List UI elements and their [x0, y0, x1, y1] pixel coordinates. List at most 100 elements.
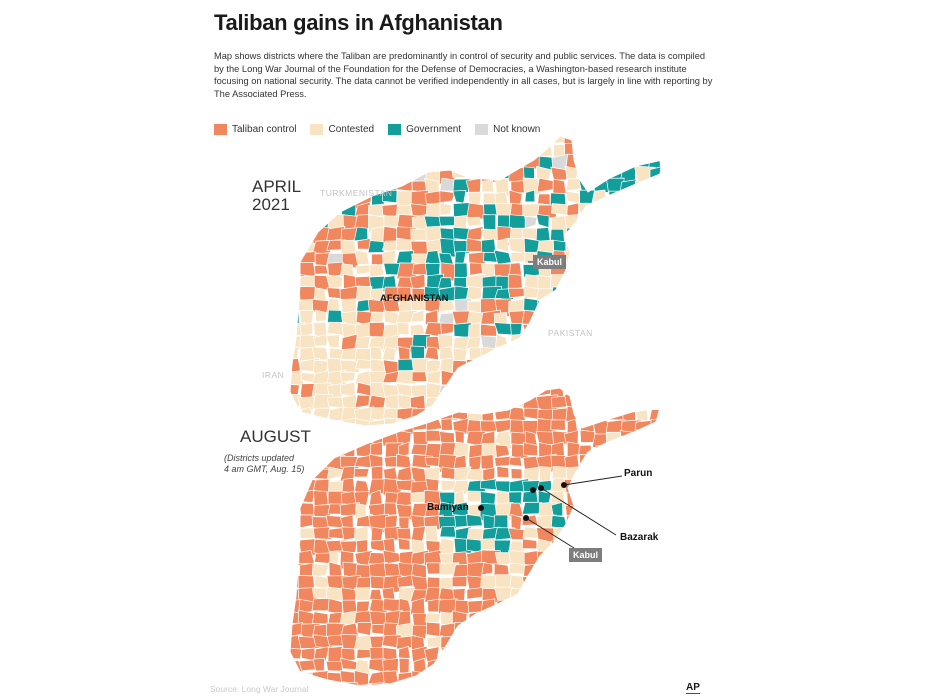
district-april — [592, 310, 607, 326]
district-april — [549, 298, 574, 314]
district-august — [649, 505, 660, 520]
district-april — [383, 136, 402, 148]
district-april — [454, 250, 467, 265]
district-august — [549, 598, 573, 611]
district-august — [494, 419, 512, 434]
district-august — [578, 525, 597, 546]
district-august — [663, 671, 676, 683]
district-april — [633, 202, 652, 217]
district-april — [314, 265, 329, 275]
period-label-august: AUGUST — [240, 427, 311, 446]
district-august — [539, 466, 552, 482]
district-august — [649, 646, 660, 662]
district-august — [662, 574, 680, 589]
district-august — [578, 670, 597, 686]
district-april — [650, 190, 662, 206]
district-august — [383, 502, 398, 516]
district-august — [606, 550, 626, 566]
bamiyan-marker — [478, 505, 484, 511]
district-august — [592, 397, 612, 412]
district-august — [579, 454, 597, 473]
district-august — [536, 588, 551, 605]
district-april — [536, 358, 556, 372]
district-april — [622, 393, 637, 411]
district-april — [314, 142, 328, 158]
district-august — [481, 635, 500, 649]
district-august — [311, 670, 329, 685]
district-april — [665, 383, 684, 395]
district-april — [466, 226, 484, 241]
district-april — [465, 285, 482, 301]
district-april — [621, 297, 641, 316]
district-april — [564, 369, 582, 385]
district-april — [664, 215, 680, 232]
district-april — [290, 154, 301, 170]
district-august — [621, 442, 635, 458]
district-april — [578, 136, 597, 147]
district-august — [524, 670, 539, 685]
district-august — [648, 478, 660, 490]
district-august — [634, 552, 649, 564]
district-april — [479, 394, 499, 409]
district-august — [494, 622, 511, 638]
district-august — [411, 624, 428, 640]
district-april — [536, 371, 553, 387]
district-april — [537, 136, 555, 143]
district-april — [592, 189, 608, 203]
district-april — [619, 190, 639, 205]
district-august — [633, 682, 650, 686]
district-april — [663, 179, 681, 195]
district-april — [339, 371, 356, 383]
district-august — [480, 671, 501, 686]
district-august — [467, 635, 482, 649]
district-august — [619, 598, 642, 618]
district-august — [510, 647, 526, 663]
district-august — [452, 388, 474, 394]
district-april — [578, 310, 601, 327]
district-april — [619, 143, 640, 161]
district-august — [509, 587, 529, 600]
district-august — [592, 587, 609, 604]
district-august — [536, 622, 556, 638]
district-august — [564, 574, 583, 592]
district-april — [606, 335, 627, 352]
district-april — [290, 407, 300, 418]
district-april — [522, 334, 540, 349]
district-august — [425, 681, 440, 686]
district-april — [634, 141, 654, 162]
district-august — [466, 658, 487, 674]
district-april — [664, 370, 684, 388]
district-august — [649, 514, 660, 531]
district-august — [593, 573, 609, 589]
district-august — [369, 646, 386, 661]
district-august — [523, 598, 542, 617]
district-april — [594, 298, 611, 315]
district-august — [563, 621, 583, 639]
district-august — [607, 502, 622, 516]
district-april — [648, 381, 662, 399]
district-april — [465, 394, 488, 410]
neighbor-iran: IRAN — [262, 370, 285, 380]
district-august — [354, 683, 374, 686]
district-august — [325, 515, 343, 529]
district-april — [577, 394, 601, 412]
district-august — [481, 562, 494, 576]
district-april — [340, 239, 357, 255]
district-april — [564, 214, 578, 229]
district-august — [565, 658, 586, 673]
district-august — [510, 598, 527, 612]
district-april — [620, 136, 637, 144]
district-august — [663, 622, 681, 638]
district-april — [634, 286, 657, 302]
district-august — [522, 587, 540, 606]
district-april — [634, 346, 654, 360]
district-august — [298, 527, 316, 539]
district-august — [494, 395, 513, 411]
district-april — [423, 136, 441, 149]
district-april — [495, 136, 513, 150]
district-august — [635, 636, 656, 650]
district-august — [290, 527, 301, 541]
district-august — [290, 647, 303, 660]
district-april — [354, 249, 370, 265]
district-august — [665, 661, 682, 674]
